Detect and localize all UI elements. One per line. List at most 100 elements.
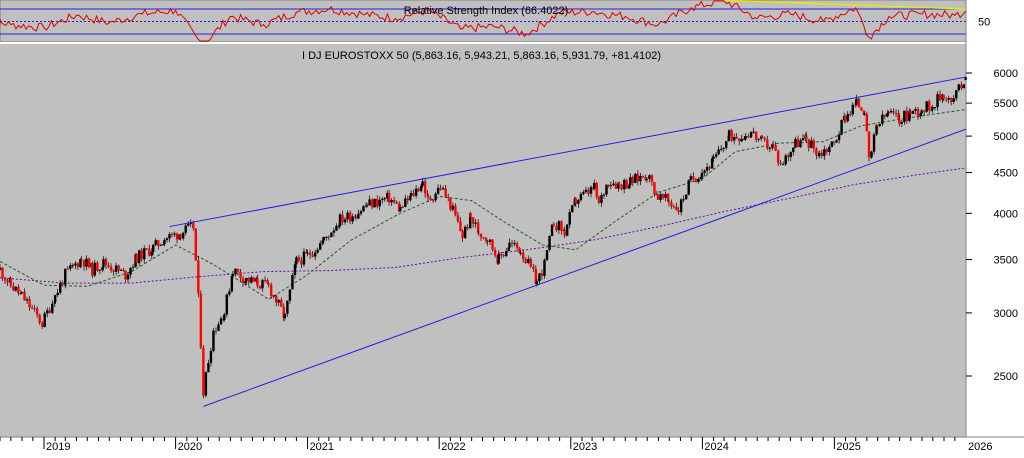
candle-body xyxy=(708,166,711,169)
candle-body xyxy=(321,240,324,244)
candle-body xyxy=(80,259,83,261)
candle-body xyxy=(942,94,945,100)
candle-body xyxy=(952,98,955,102)
candle-body xyxy=(357,213,360,219)
candle-body xyxy=(87,258,91,268)
candle-body xyxy=(12,285,15,291)
candle-body xyxy=(269,284,273,297)
candle-body xyxy=(359,211,363,214)
candle-body xyxy=(930,109,933,111)
candle-body xyxy=(381,198,384,200)
candle-body xyxy=(101,267,104,270)
candle-body xyxy=(582,192,585,194)
candle-body xyxy=(35,308,39,315)
candle-body xyxy=(93,262,97,276)
candle-body xyxy=(815,148,818,156)
date-tick-label: 2021 xyxy=(310,441,334,453)
candle-body xyxy=(20,291,24,294)
candle-body xyxy=(807,139,810,148)
candle-body xyxy=(645,179,649,181)
candle-body xyxy=(461,230,464,238)
candle-body xyxy=(14,286,18,291)
candle-body xyxy=(476,222,480,233)
candle-body xyxy=(875,125,878,135)
candle-body xyxy=(796,138,800,148)
candle-body xyxy=(202,347,205,396)
candle-body xyxy=(354,216,358,219)
candle-body xyxy=(557,221,561,231)
candle-body xyxy=(114,265,118,272)
candle-body xyxy=(712,156,715,159)
candle-body xyxy=(308,252,312,255)
candle-body xyxy=(126,274,130,280)
candle-body xyxy=(277,299,280,303)
candle-body xyxy=(950,98,953,102)
candle-body xyxy=(64,268,67,285)
candle-body xyxy=(19,293,23,295)
candle-body xyxy=(91,263,94,276)
rsi-tick-label: 50 xyxy=(978,17,990,29)
candle-body xyxy=(672,206,676,208)
candle-body xyxy=(491,239,494,250)
candle-body xyxy=(644,177,647,180)
candle-body xyxy=(76,263,80,268)
candle-body xyxy=(563,229,566,236)
candle-body xyxy=(661,194,665,198)
candle-body xyxy=(335,225,338,231)
candle-body xyxy=(181,232,185,239)
candle-body xyxy=(231,274,235,277)
candle-body xyxy=(61,283,64,285)
candle-body xyxy=(936,94,939,108)
candle-body xyxy=(318,243,322,250)
candle-body xyxy=(587,189,590,194)
candle-body xyxy=(313,252,317,257)
candle-body xyxy=(131,266,135,268)
candle-body xyxy=(694,179,698,182)
candle-body xyxy=(250,277,253,283)
candle-body xyxy=(705,166,709,171)
candle-body xyxy=(346,212,349,220)
candle-body xyxy=(717,149,720,155)
candle-body xyxy=(600,195,603,203)
candle-body xyxy=(886,112,889,117)
candle-body xyxy=(931,107,934,110)
candle-body xyxy=(653,181,656,195)
candle-body xyxy=(735,136,738,139)
candle-body xyxy=(922,110,926,112)
candle-body xyxy=(409,193,413,196)
candle-body xyxy=(889,110,893,113)
candles xyxy=(0,77,967,399)
candle-body xyxy=(805,135,808,140)
candle-body xyxy=(659,194,662,200)
candle-body xyxy=(234,268,237,275)
candle-body xyxy=(534,268,538,285)
candle-body xyxy=(17,286,20,294)
candle-body xyxy=(518,247,521,254)
candle-body xyxy=(53,295,57,303)
candle-body xyxy=(894,112,898,114)
candle-body xyxy=(395,202,398,204)
candle-body xyxy=(854,104,857,106)
candle-body xyxy=(629,177,632,185)
price-tick-label: 3000 xyxy=(994,308,1018,320)
candle-body xyxy=(152,244,155,252)
candle-body xyxy=(828,147,831,153)
candle-body xyxy=(159,244,163,246)
price-axis: 2500 3000 3500 4000 4500 5000 5500 6000 xyxy=(965,0,1024,453)
candle-body xyxy=(412,193,415,196)
candle-body xyxy=(650,175,654,182)
candle-body xyxy=(228,291,231,295)
candle-body xyxy=(919,113,922,116)
date-tick-label: 2025 xyxy=(836,441,860,453)
candle-body xyxy=(823,149,826,157)
candle-body xyxy=(173,233,176,235)
candle-body xyxy=(883,114,887,117)
candle-body xyxy=(256,278,259,286)
candle-body xyxy=(920,110,923,114)
candle-body xyxy=(799,140,802,148)
candle-body xyxy=(322,237,326,241)
candle-body xyxy=(51,303,54,313)
candle-body xyxy=(810,140,813,148)
candle-body xyxy=(774,145,777,151)
candle-body xyxy=(46,310,49,314)
